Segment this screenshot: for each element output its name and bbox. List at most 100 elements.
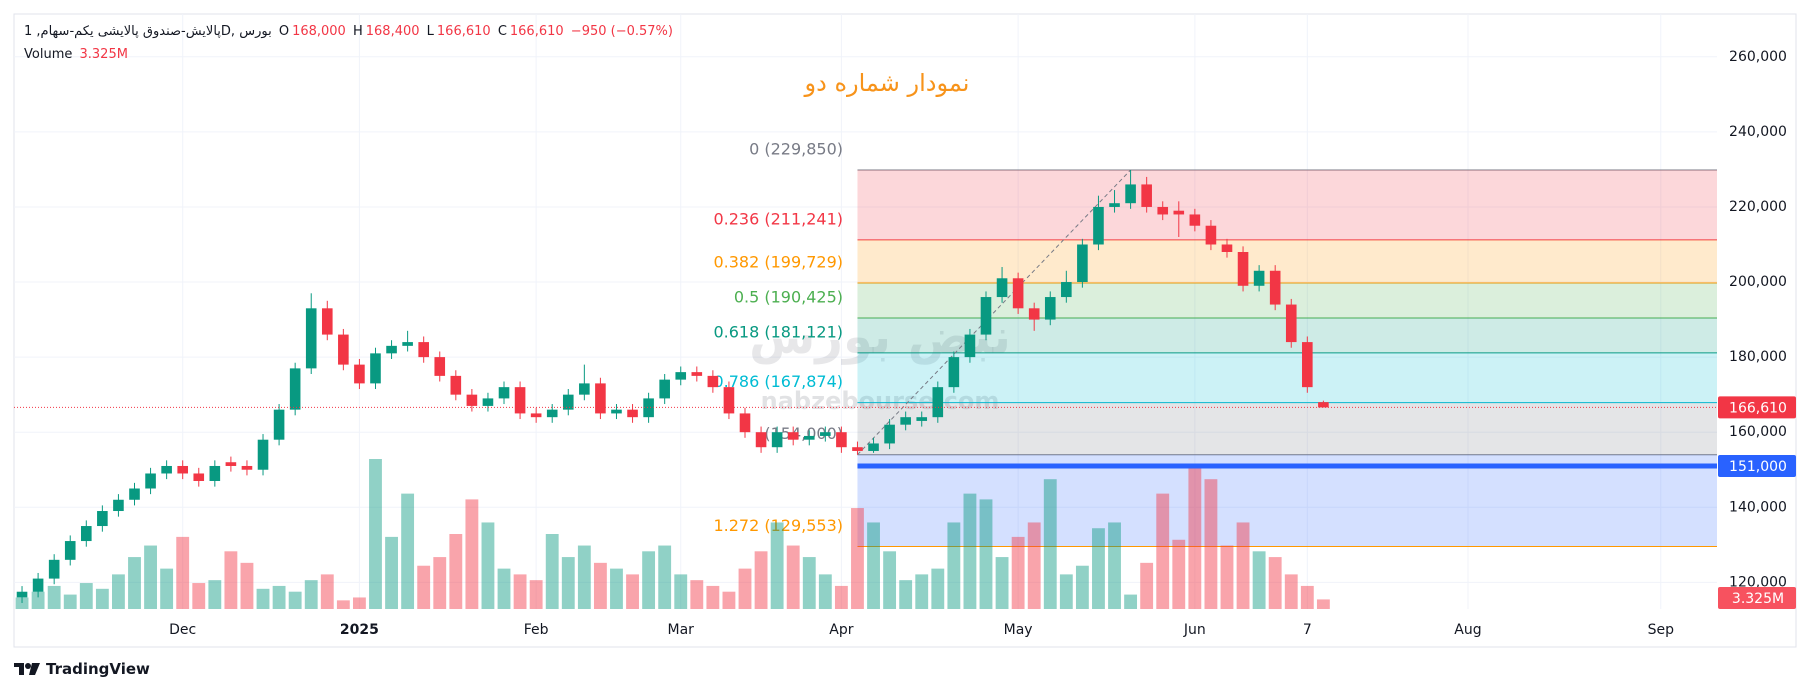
x-tick-label: 2025 <box>340 622 379 638</box>
volume-bar <box>851 508 864 609</box>
candle-body <box>434 357 446 376</box>
volume-bar <box>1043 479 1057 609</box>
volume-bar <box>786 545 800 609</box>
ohlc-prefix: O <box>278 24 290 39</box>
candle-body <box>1253 270 1265 286</box>
volume-bar <box>79 583 93 609</box>
volume-bar <box>1188 464 1202 609</box>
candle-body <box>643 398 654 418</box>
volume-value: 3.325M <box>79 47 128 62</box>
volume-bar <box>240 562 254 609</box>
candle-body <box>932 387 944 418</box>
volume-bar <box>610 568 623 609</box>
change: −950 (−0.57%) <box>570 24 673 39</box>
candle-body <box>1109 203 1120 207</box>
ohlc-value: 166,610 <box>509 24 564 39</box>
candle-body <box>1077 244 1088 283</box>
candle-body <box>739 413 751 433</box>
x-tick-label: Aug <box>1454 622 1481 638</box>
volume-bar <box>336 600 350 609</box>
volume-bar <box>1011 536 1025 609</box>
y-tick-label: 240,000 <box>1729 124 1787 140</box>
brand: TradingView <box>46 660 150 678</box>
candle-body <box>1237 252 1249 286</box>
volume-bar <box>320 574 334 609</box>
volume-bar <box>465 499 479 609</box>
candle-body <box>900 417 911 425</box>
volume-bar <box>497 568 511 609</box>
candle-body <box>755 432 767 448</box>
volume-bar <box>931 568 945 609</box>
volume-bar <box>802 557 816 609</box>
volume-bar <box>883 551 897 609</box>
x-tick-label: Sep <box>1648 622 1675 638</box>
symbol[interactable]: پالایش-صندوق پالایشی یکم-سهام, 1D, بورس <box>24 24 272 39</box>
volume-bar <box>31 591 45 609</box>
volume-bar <box>754 551 768 609</box>
volume-bar <box>674 574 688 609</box>
volume-bar <box>288 591 302 609</box>
candle-body <box>916 417 928 421</box>
volume-bar <box>658 545 672 609</box>
volume-bar <box>1140 562 1154 609</box>
candle-body <box>530 413 542 418</box>
volume-bar <box>449 534 463 609</box>
candle-body <box>129 488 140 500</box>
candle-body <box>48 559 60 579</box>
candle-body <box>562 394 574 410</box>
candle-body <box>450 375 462 395</box>
volume-bar <box>626 574 639 609</box>
volume-bar <box>1059 574 1073 609</box>
volume-bar <box>1156 493 1170 609</box>
candle-body <box>611 409 622 414</box>
volume-bar <box>1027 522 1041 609</box>
candle-body <box>514 387 526 414</box>
candle-body <box>145 473 156 489</box>
volume-bar <box>15 597 29 609</box>
candle-body <box>1285 304 1297 343</box>
candle-body <box>16 591 28 598</box>
volume-bar <box>1236 522 1250 609</box>
volume-bar <box>272 585 286 609</box>
y-tick-label: 260,000 <box>1729 49 1787 65</box>
candle-body <box>1141 184 1152 207</box>
candle-body <box>787 432 799 440</box>
y-tick-label: 160,000 <box>1729 424 1787 440</box>
fib-label: 0.5 (190,425) <box>734 287 843 306</box>
candle-body <box>161 465 172 474</box>
volume-bar <box>192 583 206 609</box>
candle-body <box>852 447 863 451</box>
volume-bar <box>433 557 447 609</box>
price-tag-label: 166,610 <box>1729 400 1787 416</box>
fib-band <box>857 169 1717 240</box>
fib-label: (154,000) <box>764 424 843 443</box>
volume-bar <box>1124 594 1138 609</box>
fib-label: 0.786 (167,874) <box>713 372 843 391</box>
footer[interactable]: TradingView <box>14 660 150 678</box>
volume-bar <box>642 551 656 609</box>
ohlc-value: 168,400 <box>365 24 420 39</box>
volume-bar <box>545 534 559 609</box>
candle-body <box>980 297 992 335</box>
candle-body <box>996 278 1008 298</box>
x-tick-label: Apr <box>829 622 853 638</box>
x-tick-label: Dec <box>169 622 196 638</box>
candle-body <box>289 368 301 410</box>
volume-bar <box>63 594 77 609</box>
price-tag-label: 3.325M <box>1732 591 1784 607</box>
volume-bar <box>417 565 431 609</box>
x-tick-label: Mar <box>668 622 695 638</box>
volume-title: Volume <box>24 47 73 62</box>
candle-body <box>370 353 381 384</box>
legend-line: پالایش-صندوق پالایشی یکم-سهام, 1D, بورس … <box>24 24 676 39</box>
x-tick-label: Jun <box>1183 622 1206 638</box>
candle-body <box>386 345 397 354</box>
volume-legend: Volume 3.325M <box>24 47 131 62</box>
volume-bar <box>722 591 736 609</box>
candle-body <box>868 443 879 451</box>
candle-body <box>771 432 783 448</box>
volume-bar <box>385 536 398 609</box>
volume-bar <box>304 580 318 609</box>
